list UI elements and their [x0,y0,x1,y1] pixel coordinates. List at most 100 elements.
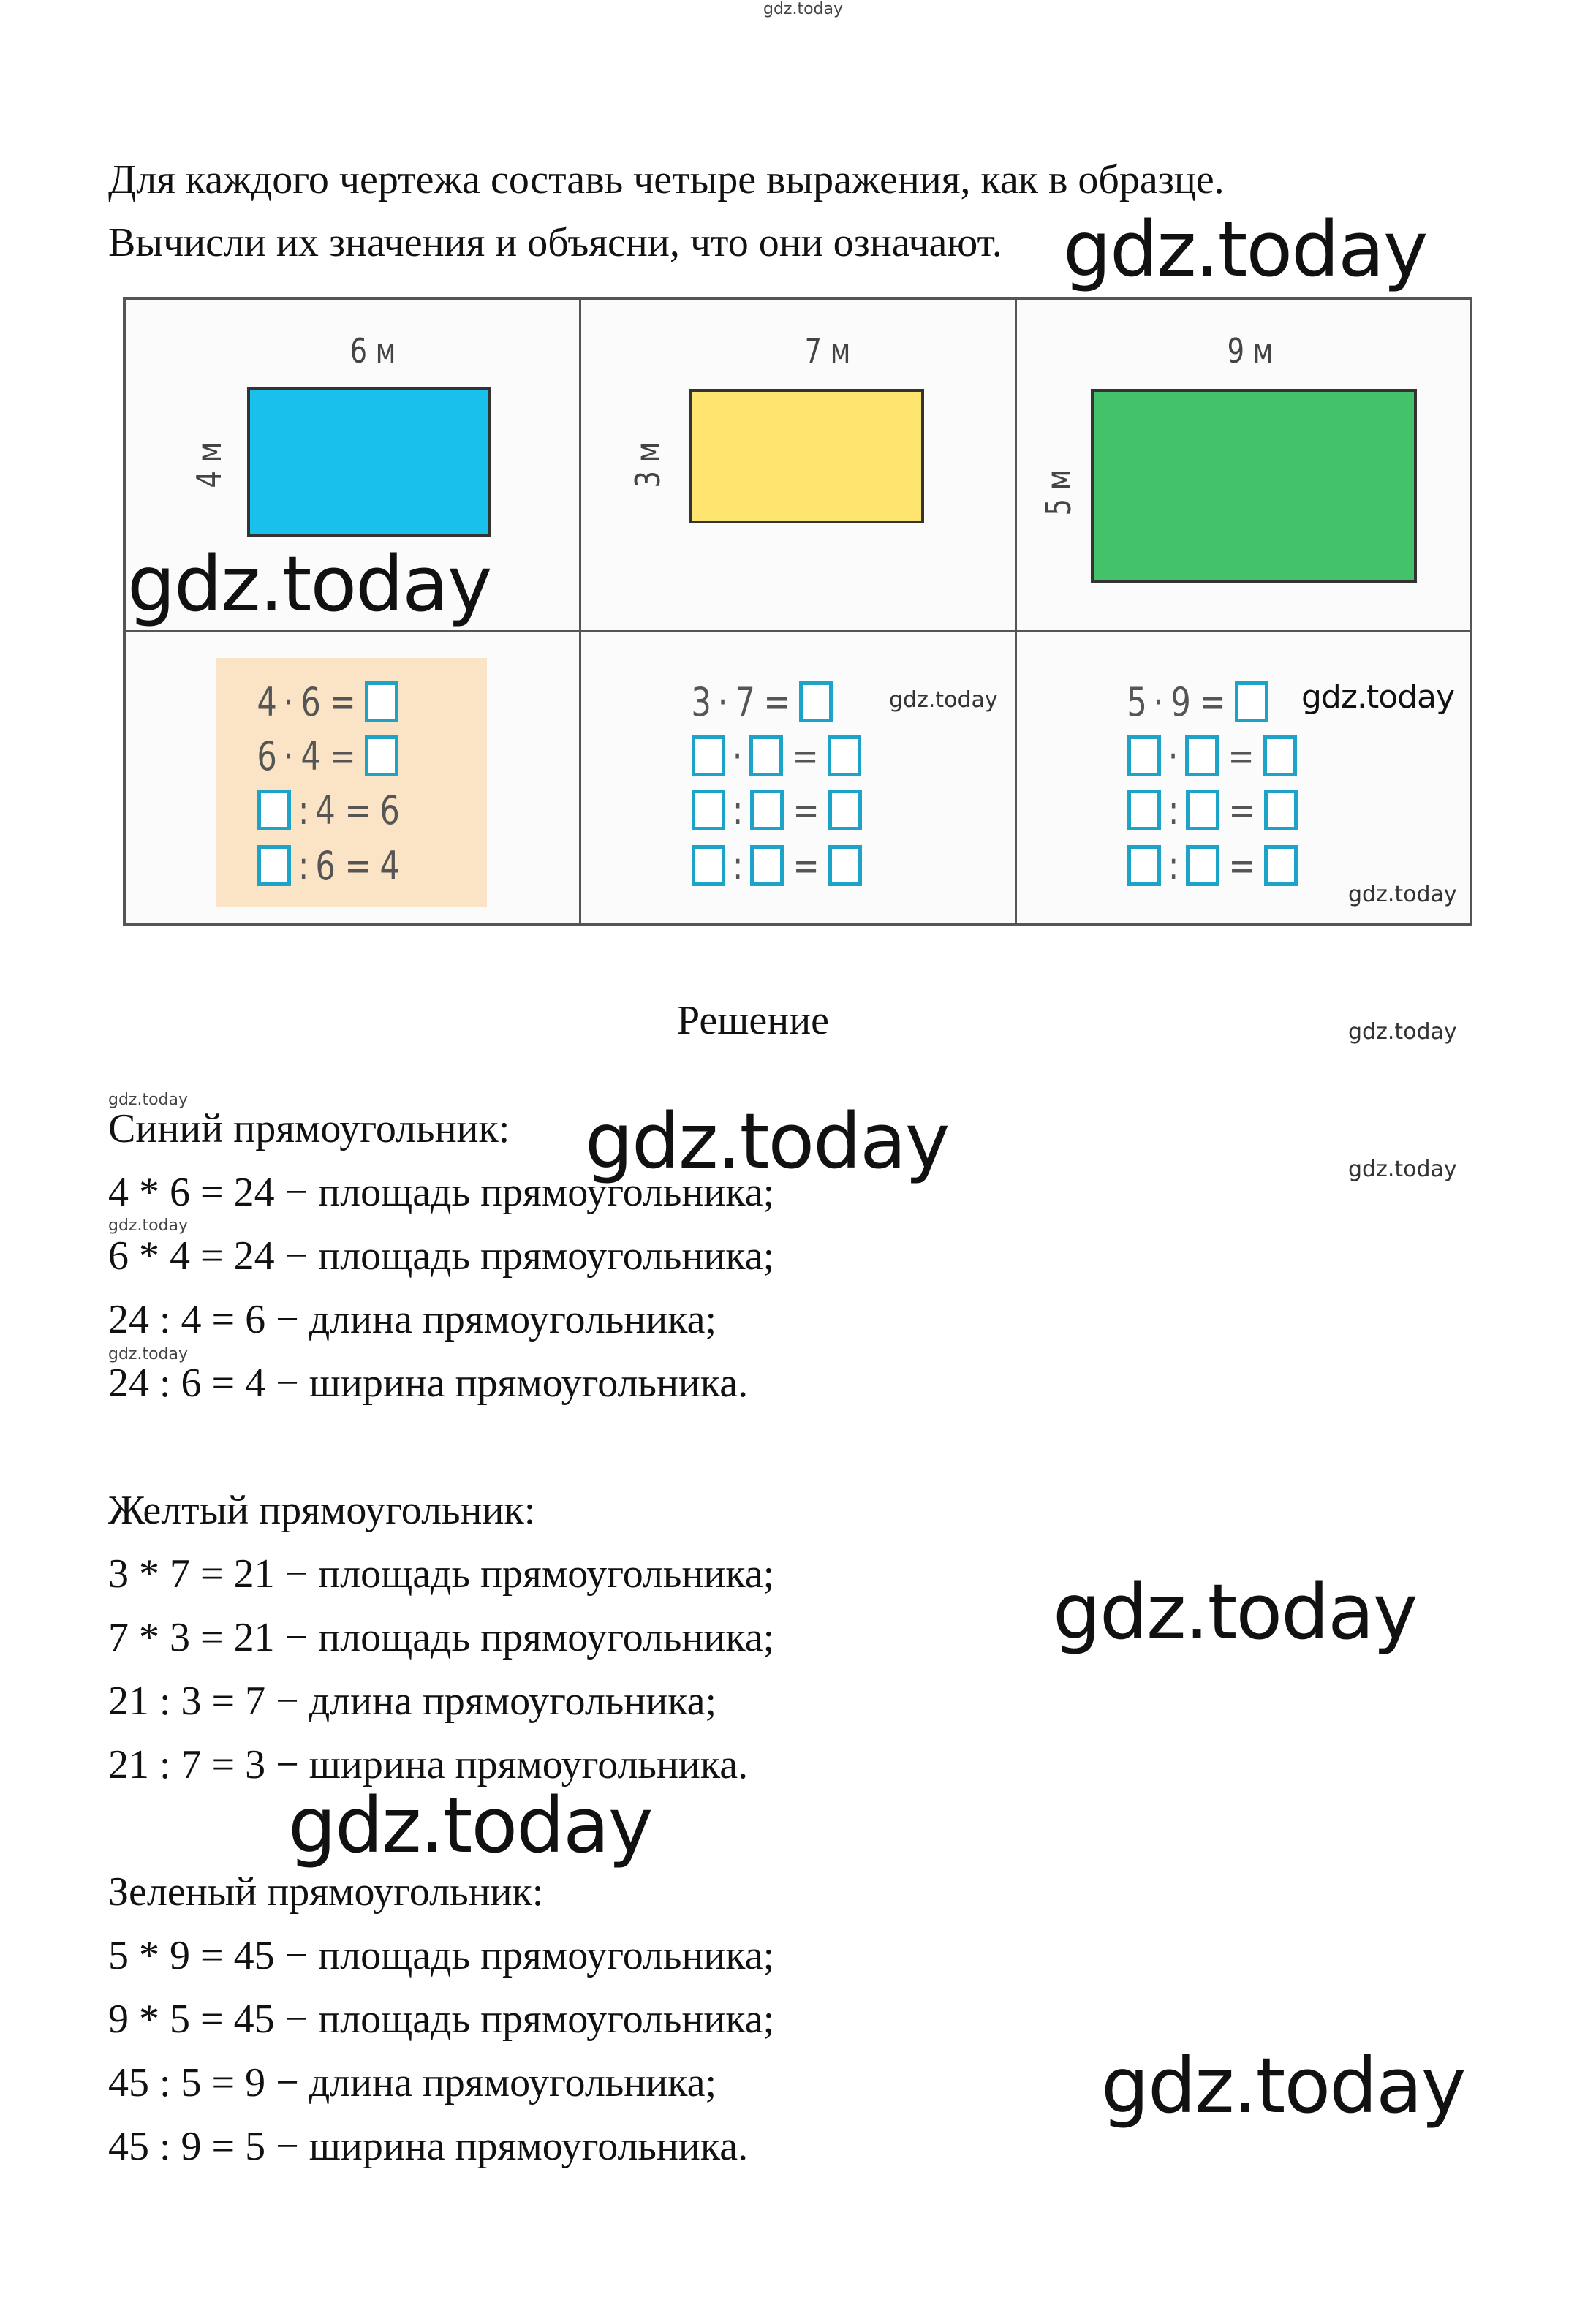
answer-box[interactable] [1127,845,1161,886]
rectangle-figure [689,389,924,523]
solution-line: 7 * 3 = 21 − площадь прямоугольника; [108,1615,775,1660]
answer-box[interactable] [799,681,833,722]
answer-box[interactable] [1263,735,1298,776]
equation: :4 = 6 [253,787,404,833]
height-label: 3 м [628,442,667,488]
equation-token: : [1168,787,1179,833]
equation-token: = [329,678,356,725]
watermark: gdz.today [1348,882,1457,907]
solution-line: 24 : 6 = 4 − ширина прямоугольника. [108,1361,749,1406]
section-title: Зеленый прямоугольник: [108,1869,544,1915]
equation-token: 6 [315,842,336,889]
section-title: Синий прямоугольник: [108,1106,510,1151]
section-title: Желтый прямоугольник: [108,1488,536,1533]
watermark: gdz.today [1348,1019,1457,1045]
equation-token: 4 [300,733,321,779]
answer-box[interactable] [692,735,725,776]
solution-line: 4 * 6 = 24 − площадь прямоугольника; [108,1170,775,1215]
equation-token: 6 [300,678,321,725]
equation-token: = [344,842,371,889]
watermark: gdz.today [108,1216,189,1235]
equation: :6 = 4 [253,842,404,889]
answer-box[interactable] [828,790,863,830]
equation-token: : [1168,842,1179,889]
equation-token: = [329,733,356,779]
answer-box[interactable] [749,735,784,776]
equation-token: : [298,787,309,833]
equation: · = [1123,733,1301,779]
answer-box[interactable] [365,681,399,722]
equation-token: 4 [315,787,336,833]
answer-box[interactable] [1264,790,1298,830]
answer-box[interactable] [1127,735,1161,776]
equation: 5 · 9 = [1123,678,1273,725]
equation-token: = [1228,842,1255,889]
equation: : = [1123,842,1302,889]
answer-box[interactable] [257,790,291,830]
equation-token: 4 [379,842,400,889]
table-divider [126,630,1470,632]
watermark: gdz.today [127,540,492,629]
equation-token: = [793,787,820,833]
rectangle-figure [247,387,491,537]
equation: 6 · 4 = [253,733,403,779]
equation-token: 6 [257,733,277,779]
solution-line: 45 : 5 = 9 − длина прямоугольника; [108,2060,717,2105]
width-label: 9 м [1227,331,1274,371]
answer-box[interactable] [1235,681,1269,722]
watermark: gdz.today [288,1781,653,1870]
answer-box[interactable] [692,845,725,886]
equation-token: = [1199,678,1226,725]
solution-line: 6 * 4 = 24 − площадь прямоугольника; [108,1233,775,1279]
answer-box[interactable] [1186,845,1220,886]
equation: : = [1123,787,1302,833]
watermark: gdz.today [1301,678,1455,716]
answer-box[interactable] [1264,845,1298,886]
solution-heading: Решение [676,998,830,1043]
equation-token: · [1154,678,1164,725]
answer-box[interactable] [1127,790,1161,830]
task-line-2: Вычисли их значения и объясни, что они о… [108,220,1002,265]
answer-box[interactable] [692,790,725,830]
equation-token: · [284,733,294,779]
equation: · = [687,733,866,779]
answer-box[interactable] [828,735,862,776]
equation-token: = [763,678,790,725]
equation-token: : [298,842,309,889]
solution-line: 21 : 3 = 7 − длина прямоугольника; [108,1679,717,1724]
solution-line: 24 : 4 = 6 − длина прямоугольника; [108,1297,717,1342]
answer-box[interactable] [750,790,784,830]
equation-token: 4 [257,678,277,725]
watermark: gdz.today [1348,1157,1457,1182]
table-divider [1015,300,1017,923]
solution-line: 5 * 9 = 45 − площадь прямоугольника; [108,1933,775,1978]
height-label: 5 м [1039,469,1078,516]
width-label: 6 м [349,331,396,371]
watermark: gdz.today [108,1091,189,1109]
equation-token: · [718,678,728,725]
solution-line: 21 : 7 = 3 − ширина прямоугольника. [108,1742,749,1787]
equation-token: · [732,733,743,779]
equation-token: 7 [734,678,755,725]
equation-token: = [1228,787,1255,833]
answer-box[interactable] [1185,735,1219,776]
answer-box[interactable] [828,845,863,886]
answer-box[interactable] [1186,790,1220,830]
solution-line: 45 : 9 = 5 − ширина прямоугольника. [108,2124,749,2169]
width-label: 7 м [804,331,851,371]
equation-token: · [1168,733,1179,779]
answer-box[interactable] [257,845,291,886]
watermark: gdz.today [1063,205,1428,294]
answer-box[interactable] [365,735,399,776]
equation-token: : [732,787,744,833]
equation-token: = [344,787,371,833]
equation: : = [687,787,866,833]
solution-line: 9 * 5 = 45 − площадь прямоугольника; [108,1997,775,2042]
equation-token: = [1228,733,1255,779]
answer-box[interactable] [750,845,784,886]
watermark: gdz.today [1053,1567,1418,1657]
equation: : = [687,842,866,889]
watermark: gdz.today [585,1097,950,1186]
equation-token: · [284,678,294,725]
equation-token: = [792,733,819,779]
